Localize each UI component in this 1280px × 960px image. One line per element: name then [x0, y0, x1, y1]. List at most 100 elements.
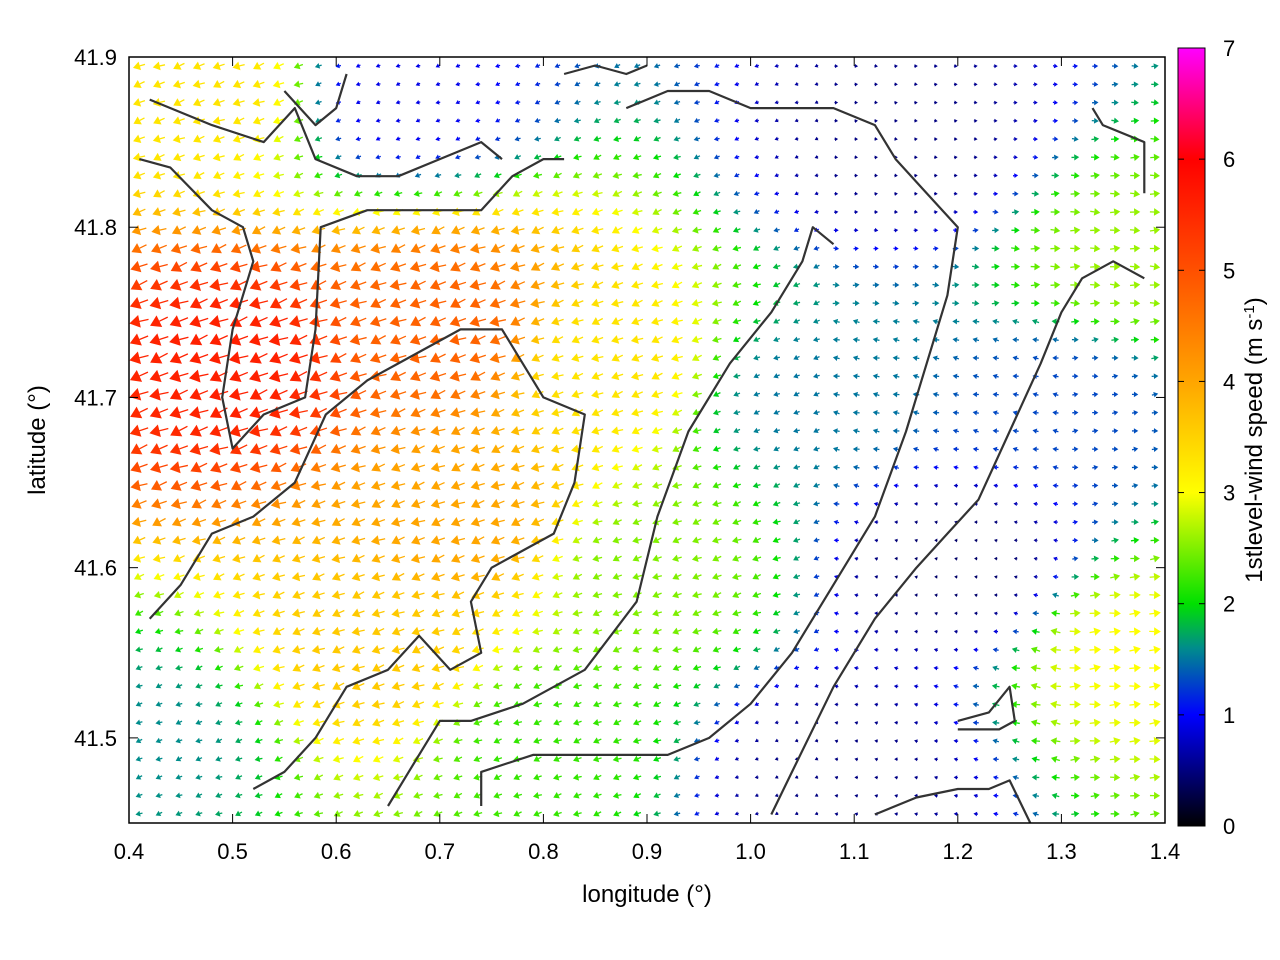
- wind-arrow: [169, 461, 189, 474]
- plot-background: [129, 57, 1165, 823]
- wind-arrow: [289, 278, 308, 291]
- wind-arrow: [175, 756, 183, 762]
- wind-arrow: [172, 535, 186, 545]
- wind-arrow: [215, 810, 223, 817]
- wind-arrow: [133, 79, 145, 88]
- wind-arrow: [195, 682, 203, 689]
- wind-arrow: [175, 719, 183, 725]
- wind-arrow: [169, 333, 189, 346]
- wind-arrow: [171, 225, 187, 235]
- wind-arrow: [311, 535, 326, 545]
- wind-arrow: [153, 189, 165, 198]
- y-tick-label: 41.6: [74, 556, 117, 581]
- wind-arrow: [232, 207, 246, 217]
- wind-arrow: [209, 442, 229, 456]
- wind-arrow: [129, 370, 149, 382]
- colorbar-tick-label: 7: [1223, 36, 1235, 61]
- wind-arrow: [169, 315, 189, 328]
- x-axis-title: longitude (°): [582, 881, 712, 908]
- wind-arrow: [249, 278, 268, 291]
- wind-arrow: [212, 61, 225, 71]
- wind-arrow: [249, 388, 268, 400]
- wind-arrow: [314, 135, 323, 142]
- wind-arrow: [253, 153, 265, 161]
- wind-arrow: [189, 278, 209, 291]
- colorbar-title-sup: -1: [1241, 305, 1258, 318]
- wind-arrow: [175, 810, 183, 817]
- wind-arrow: [175, 664, 183, 671]
- wind-arrow: [309, 370, 328, 382]
- wind-arrow: [309, 297, 328, 309]
- wind-arrow: [155, 774, 163, 780]
- wind-arrow: [254, 700, 264, 708]
- wind-arrow: [249, 369, 269, 383]
- wind-arrow: [269, 278, 288, 291]
- wind-arrow: [213, 80, 225, 88]
- wind-arrow: [193, 171, 205, 180]
- wind-arrow: [132, 207, 146, 217]
- wind-arrow: [292, 590, 305, 600]
- colorbar-tick-label: 5: [1223, 258, 1235, 283]
- wind-arrow: [192, 572, 205, 581]
- wind-arrow: [189, 333, 208, 346]
- wind-arrow: [309, 315, 328, 328]
- wind-arrow: [213, 609, 225, 618]
- wind-arrow: [253, 189, 265, 198]
- wind-arrow: [134, 591, 144, 599]
- wind-arrow: [289, 333, 308, 346]
- wind-arrow: [291, 571, 306, 582]
- wind-arrow: [251, 225, 266, 235]
- wind-arrow: [173, 554, 185, 563]
- x-tick-label: 1.2: [943, 839, 974, 864]
- wind-arrow: [254, 774, 263, 780]
- y-axis-title: latitude (°): [24, 385, 51, 495]
- wind-arrow: [312, 608, 325, 618]
- x-tick-label: 0.7: [425, 839, 456, 864]
- wind-arrow: [155, 792, 163, 799]
- wind-arrow: [149, 296, 169, 310]
- wind-arrow: [232, 590, 245, 600]
- wind-arrow: [194, 627, 204, 635]
- wind-arrow: [229, 260, 248, 273]
- wind-arrow: [135, 737, 143, 744]
- wind-arrow: [234, 719, 243, 726]
- wind-arrow: [252, 171, 265, 180]
- wind-arrow: [149, 387, 169, 401]
- wind-arrow: [150, 279, 168, 291]
- wind-vectors: [129, 61, 1161, 818]
- wind-arrow: [314, 171, 323, 179]
- wind-arrow: [273, 171, 284, 180]
- wind-arrow: [189, 424, 208, 437]
- colorbar-tick-label: 3: [1223, 481, 1235, 506]
- colorbar-title-main: 1stlevel-wind speed (m s: [1241, 319, 1268, 583]
- wind-arrow: [152, 535, 166, 545]
- wind-arrow: [272, 663, 285, 673]
- wind-arrow: [171, 516, 187, 527]
- wind-arrow: [212, 553, 226, 563]
- wind-arrow: [169, 278, 189, 291]
- wind-arrow: [274, 810, 283, 817]
- wind-arrow: [293, 773, 304, 781]
- wind-arrow: [291, 645, 305, 655]
- wind-arrow: [129, 351, 149, 365]
- wind-arrow: [191, 207, 206, 217]
- wind-arrow: [169, 351, 189, 364]
- wind-arrow: [150, 260, 168, 273]
- wind-arrow: [254, 792, 263, 799]
- wind-arrow: [229, 461, 248, 473]
- wind-arrow: [195, 737, 203, 744]
- wind-arrow: [130, 260, 148, 273]
- wind-arrow: [149, 424, 169, 437]
- wind-arrow: [310, 461, 327, 473]
- wind-arrow: [274, 755, 283, 762]
- wind-arrow: [153, 591, 165, 599]
- wind-arrow: [153, 152, 165, 161]
- wind-arrow: [169, 296, 189, 310]
- wind-arrow: [192, 98, 205, 107]
- wind-arrow: [130, 479, 148, 492]
- wind-arrow: [152, 134, 166, 144]
- wind-arrow: [270, 498, 287, 509]
- wind-arrow: [154, 609, 164, 617]
- wind-arrow: [274, 792, 283, 799]
- wind-arrow: [188, 369, 209, 383]
